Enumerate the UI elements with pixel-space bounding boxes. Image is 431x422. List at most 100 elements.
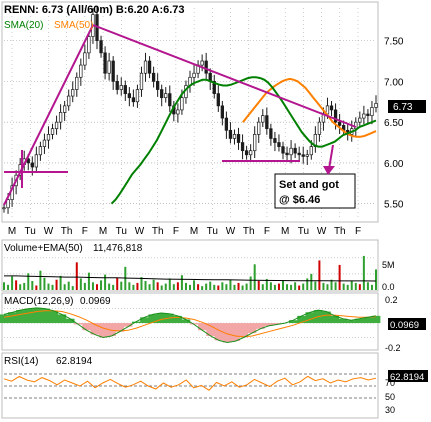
price-bar <box>2 207 6 210</box>
price-bar <box>329 105 334 111</box>
annotation-arrow-shaft <box>328 144 334 170</box>
price-bar <box>236 134 241 143</box>
price-x-tick: Th <box>334 226 346 237</box>
price-bar <box>253 134 257 152</box>
macd-histogram-bar <box>40 308 50 324</box>
macd-histogram-bar <box>297 315 306 324</box>
rsi-tag-value: 62.8194 <box>390 372 424 383</box>
price-bar <box>99 40 103 54</box>
volume-bar <box>11 276 14 290</box>
rsi-panel: RSI(14) 62.8194 70 50 30 62.8194 <box>1 352 428 419</box>
volume-bar <box>156 282 159 290</box>
price-x-tick: Th <box>243 226 255 237</box>
volume-bar <box>120 281 123 290</box>
chart-title: RENN: 6.73 (All/60m) B:6.20 A:6.73 <box>4 4 185 16</box>
price-bar <box>123 85 127 94</box>
macd-histogram-bar <box>330 315 340 324</box>
price-bar <box>107 60 111 74</box>
price-bar <box>354 121 358 130</box>
volume-bar <box>59 275 62 290</box>
price-bar <box>273 138 277 143</box>
macd-tag-bg <box>388 318 426 330</box>
volume-bar <box>318 260 321 290</box>
volume-bar <box>83 282 86 290</box>
uptrend-line <box>3 24 94 206</box>
price-x-tick: F <box>264 226 270 237</box>
price-bar <box>362 113 366 119</box>
macd-histogram-bar <box>156 312 166 324</box>
downtrend-line <box>92 24 357 128</box>
price-bar <box>176 109 180 115</box>
price-bar <box>224 117 229 131</box>
volume-bar <box>310 273 313 290</box>
volume-bar <box>63 284 66 290</box>
price-x-tick: F <box>173 226 179 237</box>
volume-bar <box>314 281 317 290</box>
price-x-tick: W <box>226 226 236 237</box>
volume-bar <box>241 285 244 290</box>
volume-bar <box>346 284 349 290</box>
trendlines <box>3 24 357 206</box>
volume-bar <box>180 275 183 290</box>
macd-histogram-bar <box>16 310 25 324</box>
price-bar <box>147 60 152 74</box>
price-bar <box>257 121 261 135</box>
price-x-tick: Tu <box>116 226 127 237</box>
price-panel: 7.507.006.506.005.50 M Tu W Th F M Tu W Th F M Tu W T… <box>1 1 426 237</box>
price-bar <box>293 147 297 154</box>
rsi-tick-70: 70 <box>385 378 395 388</box>
macd-histogram-bar <box>7 312 17 324</box>
macd-histogram-bar <box>65 318 75 324</box>
price-bar <box>151 72 156 82</box>
macd-histogram-bar <box>82 323 92 331</box>
macd-histogram-bar <box>305 312 315 324</box>
macd-histogram-bar <box>222 323 232 343</box>
volume-bar <box>71 286 74 290</box>
volume-bar <box>128 282 131 290</box>
volume-bar <box>201 286 204 290</box>
macd-histogram <box>0 307 381 343</box>
sma50-legend: SMA(50) <box>54 20 93 31</box>
price-x-tick: M <box>281 226 289 237</box>
rsi-tick-50: 50 <box>385 392 395 402</box>
price-bar <box>71 89 75 97</box>
macd-histogram-bar <box>239 323 249 338</box>
price-bar <box>139 72 144 90</box>
macd-histogram-bar <box>355 318 364 324</box>
macd-signal-line <box>3 310 377 338</box>
price-bar <box>200 60 204 66</box>
price-y-tick: 7.50 <box>384 37 404 48</box>
macd-histogram-bar <box>115 323 125 332</box>
price-bar <box>277 142 281 147</box>
annotation-arrow-head <box>323 166 335 175</box>
macd-histogram-bar <box>57 314 67 324</box>
price-x-tick: M <box>8 226 16 237</box>
rsi-line <box>3 375 377 391</box>
macd-histogram-bar <box>74 323 83 325</box>
price-y-tick: 6.00 <box>384 159 404 170</box>
volume-bar <box>257 281 260 290</box>
macd-histogram-bar <box>272 323 282 325</box>
volume-bar <box>87 272 90 290</box>
volume-bar <box>104 274 107 290</box>
price-bar <box>309 146 313 156</box>
volume-bar <box>136 282 139 290</box>
volume-bar <box>294 282 297 290</box>
volume-bar <box>184 282 187 290</box>
price-bar <box>38 146 43 156</box>
volume-bar <box>148 284 151 290</box>
macd-histogram-bar <box>24 308 34 324</box>
price-bar <box>301 154 305 157</box>
volume-bar <box>322 282 325 290</box>
volume-bar <box>43 277 46 290</box>
volume-bar <box>47 283 50 290</box>
macd-histogram-bar <box>255 323 265 329</box>
macd-line <box>3 307 377 344</box>
volume-bar <box>338 264 341 290</box>
volume-bar <box>362 255 365 290</box>
price-bar <box>75 76 79 90</box>
volume-bar <box>168 278 171 290</box>
price-x-tick: Th <box>61 226 73 237</box>
price-bar <box>180 97 184 111</box>
price-bar <box>42 139 47 147</box>
